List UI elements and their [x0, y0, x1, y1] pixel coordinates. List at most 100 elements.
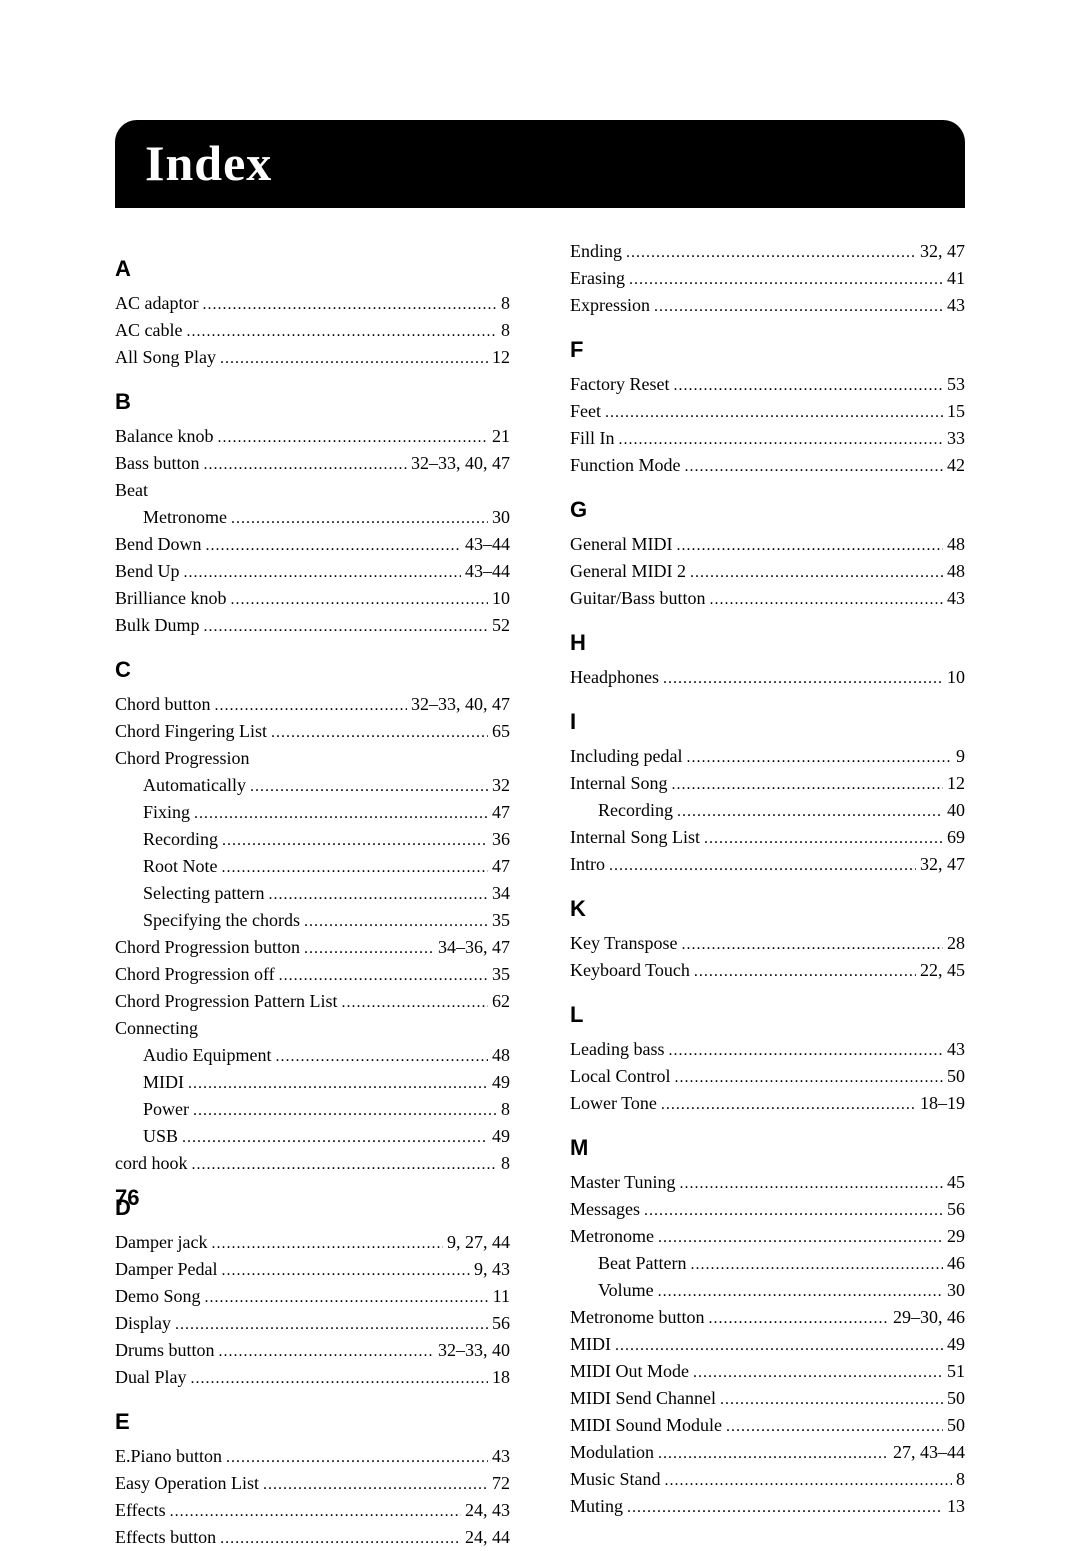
index-entry-label: Expression — [570, 292, 650, 319]
index-entry: Intro32, 47 — [570, 851, 965, 878]
index-page: Index AAC adaptor8AC cable8All Song Play… — [0, 0, 1080, 1551]
index-entry: Root Note47 — [115, 853, 510, 880]
leader-dots — [276, 1042, 489, 1069]
page-number: 76 — [115, 1185, 139, 1211]
section-letter: K — [570, 896, 965, 922]
index-entry-pages: 34–36, 47 — [438, 934, 510, 961]
leader-dots — [665, 1466, 952, 1493]
index-entry: Recording40 — [570, 797, 965, 824]
index-entry-label: Key Transpose — [570, 930, 678, 957]
leader-dots — [658, 1277, 943, 1304]
leader-dots — [222, 826, 488, 853]
index-entry-pages: 21 — [492, 423, 510, 450]
index-entry: Messages56 — [570, 1196, 965, 1223]
index-entry-pages: 29–30, 46 — [893, 1304, 965, 1331]
index-entry-label: Chord button — [115, 691, 211, 718]
leader-dots — [206, 531, 462, 558]
index-entry: All Song Play12 — [115, 344, 510, 371]
index-entry: Selecting pattern34 — [115, 880, 510, 907]
index-entry-label: Internal Song List — [570, 824, 700, 851]
index-entry-label: Guitar/Bass button — [570, 585, 706, 612]
index-entry-pages: 8 — [956, 1466, 965, 1493]
index-entry: Fixing47 — [115, 799, 510, 826]
index-entry: Lower Tone 18–19 — [570, 1090, 965, 1117]
index-entry-label: Internal Song — [570, 770, 667, 797]
index-entry-label: Keyboard Touch — [570, 957, 690, 984]
section-letter: M — [570, 1135, 965, 1161]
index-entry: MIDI Out Mode51 — [570, 1358, 965, 1385]
index-entry-pages: 10 — [947, 664, 965, 691]
leader-dots — [609, 851, 916, 878]
index-entry-pages: 18–19 — [920, 1090, 965, 1117]
leader-dots — [279, 961, 488, 988]
index-entry-label: Lower Tone — [570, 1090, 657, 1117]
index-entry-pages: 69 — [947, 824, 965, 851]
index-entry-pages: 32, 47 — [920, 238, 965, 265]
index-entry: Automatically 32 — [115, 772, 510, 799]
index-entry: Key Transpose 28 — [570, 930, 965, 957]
index-entry-label: cord hook — [115, 1150, 187, 1177]
index-entry-label: Chord Progression — [115, 745, 250, 772]
index-entry-label: General MIDI 2 — [570, 558, 686, 585]
index-entry-label: Function Mode — [570, 452, 681, 479]
leader-dots — [304, 907, 488, 934]
index-entry: General MIDI48 — [570, 531, 965, 558]
index-entry-label: Bend Up — [115, 558, 180, 585]
leader-dots — [690, 558, 943, 585]
leader-dots — [674, 1063, 943, 1090]
index-entry-pages: 45 — [947, 1169, 965, 1196]
leader-dots — [188, 1069, 488, 1096]
index-entry: Effects button24, 44 — [115, 1524, 510, 1551]
index-entry: Leading bass43 — [570, 1036, 965, 1063]
index-entry-label: Drums button — [115, 1337, 215, 1364]
index-entry-label: Balance knob — [115, 423, 213, 450]
index-entry: Volume30 — [570, 1277, 965, 1304]
index-entry: Beat Pattern46 — [570, 1250, 965, 1277]
leader-dots — [694, 957, 916, 984]
index-entry: Chord Fingering List65 — [115, 718, 510, 745]
index-entry-pages: 36 — [492, 826, 510, 853]
index-entry-pages: 51 — [947, 1358, 965, 1385]
index-entry: Bend Down43–44 — [115, 531, 510, 558]
leader-dots — [605, 398, 943, 425]
leader-dots — [720, 1385, 943, 1412]
section-letter: B — [115, 389, 510, 415]
index-entry-pages: 15 — [947, 398, 965, 425]
index-entry-pages: 40 — [947, 797, 965, 824]
index-entry-pages: 9, 43 — [474, 1256, 510, 1283]
index-entry-pages: 34 — [492, 880, 510, 907]
index-entry: Music Stand 8 — [570, 1466, 965, 1493]
section-letter: A — [115, 256, 510, 282]
index-entry-pages: 62 — [492, 988, 510, 1015]
index-entry-label: Metronome — [570, 1223, 654, 1250]
index-entry-label: Damper Pedal — [115, 1256, 217, 1283]
index-entry-label: Music Stand — [570, 1466, 661, 1493]
leader-dots — [304, 934, 434, 961]
index-entry-header: Beat — [115, 477, 510, 504]
index-entry-pages: 28 — [947, 930, 965, 957]
leader-dots — [619, 425, 943, 452]
index-entry-label: Power — [143, 1096, 189, 1123]
index-entry-label: All Song Play — [115, 344, 216, 371]
leader-dots — [182, 1123, 488, 1150]
leader-dots — [685, 452, 944, 479]
index-entry-label: Metronome button — [570, 1304, 704, 1331]
index-entry: Display56 — [115, 1310, 510, 1337]
index-entry-pages: 43 — [492, 1443, 510, 1470]
index-entry: Including pedal9 — [570, 743, 965, 770]
leader-dots — [184, 558, 462, 585]
index-entry-pages: 13 — [947, 1493, 965, 1520]
index-entry-pages: 65 — [492, 718, 510, 745]
index-entry-pages: 56 — [492, 1310, 510, 1337]
index-entry: Bulk Dump52 — [115, 612, 510, 639]
index-entry-pages: 56 — [947, 1196, 965, 1223]
leader-dots — [726, 1412, 943, 1439]
index-entry-label: General MIDI — [570, 531, 672, 558]
index-entry-pages: 24, 44 — [465, 1524, 510, 1551]
index-entry-label: Fill In — [570, 425, 615, 452]
index-entry-pages: 32 — [492, 772, 510, 799]
index-entry: Local Control50 — [570, 1063, 965, 1090]
index-entry-label: Automatically — [143, 772, 246, 799]
section-letter: E — [115, 1409, 510, 1435]
leader-dots — [204, 450, 407, 477]
